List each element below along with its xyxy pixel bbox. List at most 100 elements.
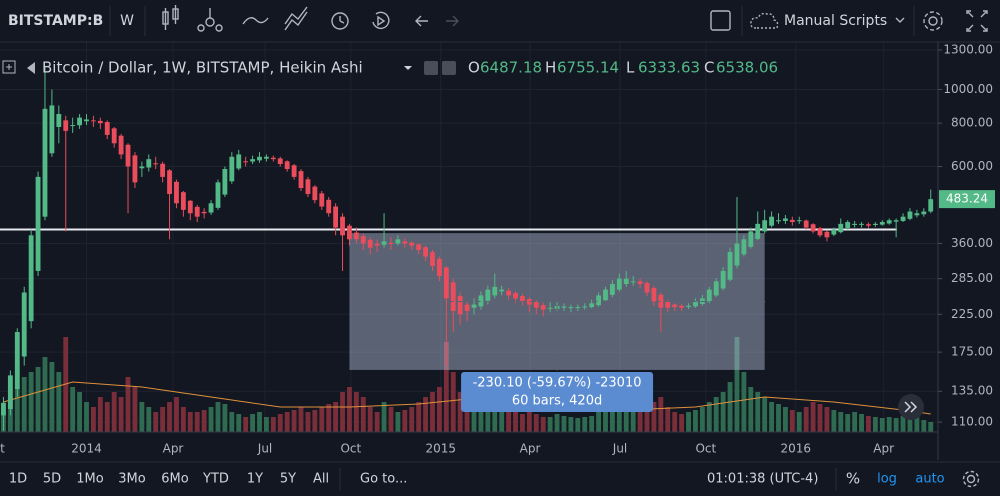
candle-body — [845, 222, 851, 228]
volume-bar — [872, 417, 878, 432]
volume-bar — [360, 397, 366, 432]
volume-bar — [762, 397, 768, 432]
range-button[interactable]: 5D — [43, 472, 61, 487]
candle-body — [187, 200, 193, 214]
cloud-icon[interactable] — [750, 12, 779, 29]
log-toggle[interactable]: log — [877, 472, 897, 487]
goto-button[interactable]: Go to... — [360, 472, 407, 487]
range-button[interactable]: 1D — [9, 472, 27, 487]
volume-bar — [208, 407, 214, 432]
ohlc-value: 6538.06 — [716, 59, 778, 77]
candle-body — [111, 128, 117, 144]
settings-icon[interactable] — [923, 11, 943, 31]
ohlc-label: O — [468, 59, 480, 77]
bottom-toolbar: Go to... 01:01:38 (UTC-4) % log auto 1D 5… — [0, 461, 1000, 490]
settings-mini-icon[interactable] — [442, 61, 456, 75]
undo-icon[interactable] — [415, 15, 428, 27]
candle-body — [817, 227, 823, 236]
volume-bar — [879, 418, 885, 432]
visibility-icon[interactable] — [424, 61, 438, 75]
fullscreen-box[interactable] — [710, 10, 731, 31]
candle-body — [160, 163, 166, 177]
volume-bar — [748, 387, 754, 432]
volume-bar — [97, 397, 103, 432]
alert-icon[interactable] — [331, 12, 349, 30]
candle-body — [872, 223, 878, 225]
measure-label-box — [461, 371, 654, 412]
legend-collapse[interactable] — [27, 62, 35, 74]
candle-body — [180, 192, 186, 210]
volume-bar — [547, 417, 553, 432]
candle-body — [436, 258, 442, 277]
volume-bar — [596, 412, 601, 432]
interval[interactable]: W — [120, 13, 134, 29]
candle-body — [194, 206, 200, 217]
percent-toggle[interactable]: % — [846, 470, 860, 488]
legend: Bitcoin / Dollar, 1W, BITSTAMP, Heikin A… — [2, 59, 778, 77]
range-button[interactable]: YTD — [202, 472, 229, 487]
volume-bar — [699, 407, 705, 432]
volume-bar — [333, 402, 339, 432]
auto-toggle[interactable]: auto — [915, 472, 944, 487]
replay-icon[interactable] — [372, 11, 390, 30]
volume-bar — [492, 397, 498, 432]
volume-bar — [250, 414, 256, 432]
measure-arrow — [550, 362, 564, 371]
volume-bar — [478, 404, 484, 432]
indicators-icon[interactable] — [242, 17, 269, 25]
volume-bar — [928, 422, 934, 432]
volume-bar — [174, 397, 179, 432]
volume-bar — [886, 417, 892, 432]
measure-sublabel: 60 bars, 420d — [512, 393, 602, 408]
range-button[interactable]: 1Y — [247, 472, 263, 487]
candle-body — [720, 270, 726, 289]
candle-body — [727, 252, 733, 280]
scripts-menu[interactable]: Manual Scripts — [784, 13, 887, 29]
volume-bar — [831, 410, 837, 432]
redo-icon[interactable] — [446, 15, 459, 27]
candle-body — [589, 303, 595, 308]
volume-bar — [824, 407, 830, 432]
candle-body — [139, 166, 145, 169]
volume-bar — [291, 410, 297, 432]
candle-body — [132, 155, 138, 183]
volume-bar — [513, 412, 518, 432]
y-tick-label: 1300.00 — [943, 43, 993, 57]
range-button[interactable]: 3Mo — [118, 472, 145, 487]
candle-body — [561, 306, 567, 308]
volume-bar — [263, 417, 269, 432]
x-tick-label: Oct — [695, 442, 716, 456]
volume-bar — [616, 404, 622, 432]
range-button[interactable]: 5Y — [280, 472, 296, 487]
candle-body — [347, 225, 352, 240]
templates-icon[interactable] — [284, 6, 308, 31]
candle-body — [208, 203, 214, 213]
expand-icon[interactable] — [966, 10, 988, 32]
candle-body — [291, 165, 297, 177]
candle-body — [803, 220, 809, 228]
bottom-settings-icon[interactable] — [962, 470, 980, 488]
volume-bar — [651, 402, 657, 432]
volume-bar — [395, 412, 401, 432]
ohlc-value: 6487.18 — [480, 59, 542, 77]
volume-bar — [56, 372, 62, 432]
range-button[interactable]: 6Mo — [161, 472, 188, 487]
ohlc-label: H — [545, 59, 556, 77]
compare-icon[interactable] — [197, 8, 223, 32]
volume-bar — [665, 407, 671, 432]
range-button[interactable]: 1Mo — [76, 472, 103, 487]
candle-body — [63, 120, 69, 131]
volume-bar — [540, 417, 546, 432]
candle-body — [540, 305, 546, 310]
symbol[interactable]: BITSTAMP:B — [8, 13, 103, 29]
volume-bar — [14, 387, 20, 432]
candle-body — [70, 125, 76, 127]
title-caret[interactable] — [404, 66, 412, 70]
volume-bar — [21, 377, 27, 432]
legend-toggle[interactable] — [2, 60, 16, 74]
candle-body — [596, 295, 601, 306]
volume-bar — [776, 404, 781, 432]
candle-body — [506, 290, 512, 296]
candles-icon[interactable] — [162, 5, 179, 30]
range-button[interactable]: All — [313, 472, 329, 487]
